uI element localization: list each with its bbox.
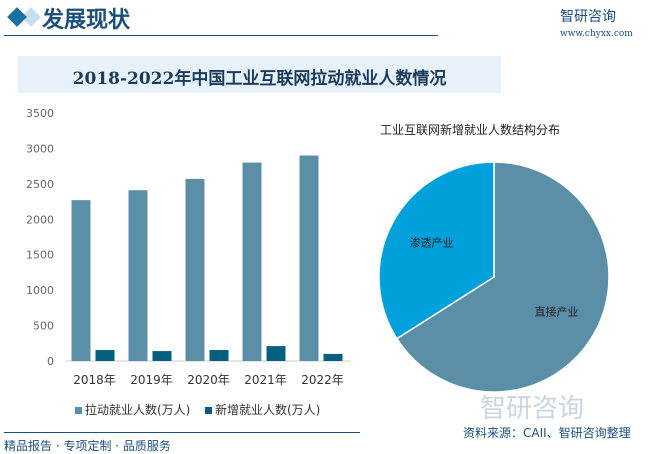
x-tick-label: 2019年	[130, 373, 173, 387]
pie-slice-1	[378, 161, 495, 340]
legend-item: 新增就业人数(万人)	[205, 401, 320, 418]
brand-url: www.chyxx.com	[560, 29, 633, 39]
bar-driven-2018年	[71, 200, 91, 361]
brand-logo: 智研咨询	[560, 9, 616, 25]
y-tick-label: 3500	[26, 107, 54, 120]
footer-divider	[4, 432, 360, 433]
pie-label: 渗透产业	[410, 236, 454, 250]
header-divider	[4, 35, 438, 36]
bar-new-2021年	[266, 346, 286, 361]
bar-new-2020年	[209, 350, 229, 361]
y-tick-label: 1500	[26, 249, 54, 262]
legend-swatch	[75, 407, 82, 414]
y-tick-label: 500	[33, 320, 54, 333]
pie-slice-0	[395, 161, 610, 393]
y-tick-label: 0	[47, 355, 54, 368]
bar-new-2019年	[152, 351, 172, 361]
bar-driven-2019年	[128, 190, 148, 361]
watermark-logo: 智研咨询	[480, 394, 585, 424]
y-tick-label: 2500	[26, 178, 54, 191]
y-tick-label: 3000	[26, 142, 54, 155]
x-tick-label: 2021年	[244, 373, 287, 387]
section-title: 发展现状	[42, 8, 131, 33]
bar-new-2022年	[323, 353, 343, 361]
footer-slogan: 精品报告 · 专项定制 · 品质服务	[4, 439, 171, 453]
bar-driven-2022年	[299, 155, 319, 361]
legend-item: 拉动就业人数(万人)	[75, 401, 190, 418]
title-banner	[18, 56, 501, 93]
bar-new-2018年	[95, 350, 115, 361]
x-tick-label: 2018年	[73, 373, 116, 387]
legend-swatch	[205, 407, 212, 414]
chart-title: 2018-2022年中国工业互联网拉动就业人数情况	[72, 69, 447, 89]
x-tick-label: 2022年	[301, 373, 344, 387]
y-tick-label: 2000	[26, 213, 54, 226]
legend-label: 新增就业人数(万人)	[215, 403, 321, 417]
pie-label: 直接产业	[534, 304, 578, 318]
footer-source: 资料来源：CAII、智研咨询整理	[463, 426, 631, 440]
x-tick-label: 2020年	[187, 373, 230, 387]
pie-title: 工业互联网新增就业人数结构分布	[380, 123, 561, 137]
y-tick-label: 1000	[26, 284, 54, 297]
bar-driven-2020年	[185, 178, 205, 361]
legend-label: 拉动就业人数(万人)	[85, 403, 191, 417]
bar-driven-2021年	[242, 162, 262, 361]
